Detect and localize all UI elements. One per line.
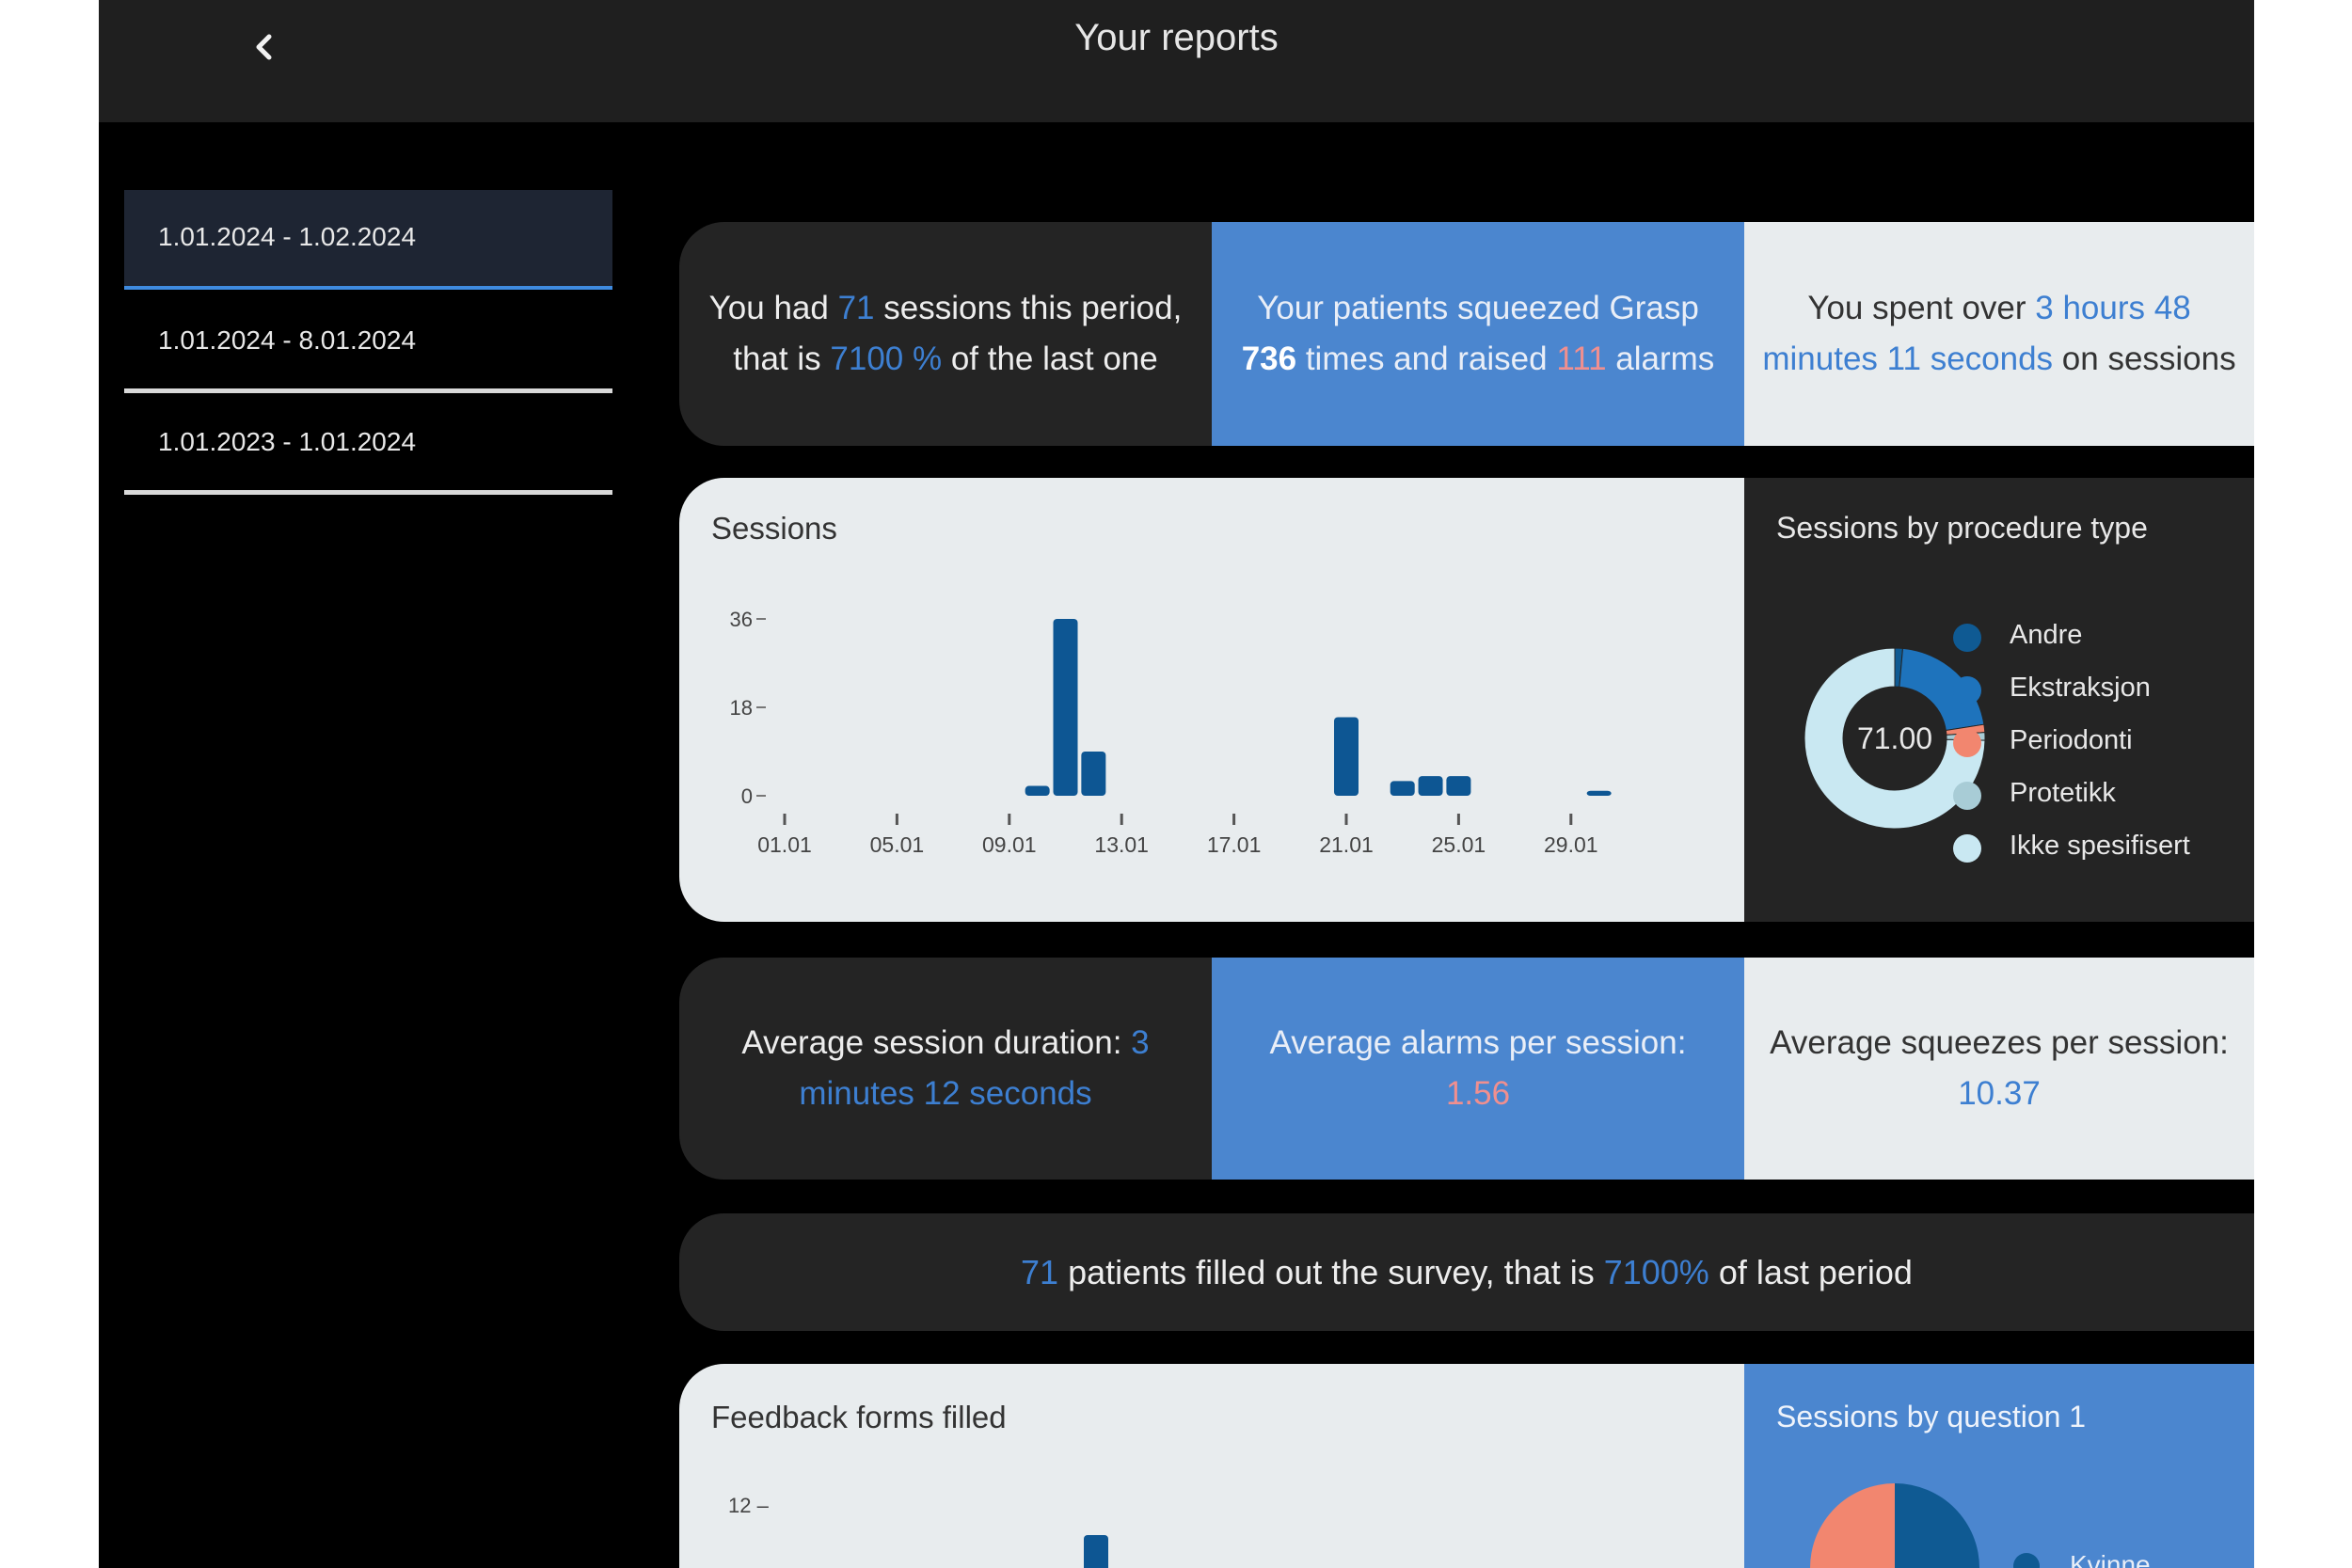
- y-tick-label: 18: [730, 696, 753, 720]
- x-tick-label: 05.01: [870, 832, 925, 857]
- text-fragment: of the last one: [942, 341, 1158, 377]
- sessions-summary-text: You had 71 sessions this period, that is…: [691, 283, 1200, 385]
- legend-item: Ekstraksjon: [1953, 673, 2151, 705]
- avg-duration-label: Average session duration:: [741, 1024, 1132, 1061]
- text-fragment: Your patients squeezed Grasp: [1257, 290, 1699, 326]
- feedback-chart-row: Feedback forms filled 12 – Sessions by q…: [679, 1364, 2254, 1568]
- x-tick-label: 09.01: [982, 832, 1037, 857]
- back-button[interactable]: [230, 14, 296, 80]
- legend-label: Ikke spesifisert: [2010, 831, 2190, 861]
- feedback-chart-panel: Feedback forms filled 12 –: [679, 1364, 1744, 1568]
- text-fragment: You spent over: [1807, 290, 2036, 326]
- sessions-chart-panel: Sessions 0 18 36 01.01 05.01 09.01 13.01 17.01 2…: [679, 478, 1744, 922]
- legend-swatch: [1953, 729, 1981, 757]
- legend-item: Protetikk: [1953, 778, 2116, 810]
- squeeze-summary-card: Your patients squeezed Grasp 736 times a…: [1212, 222, 1744, 446]
- legend-label: Ekstraksjon: [2010, 673, 2151, 703]
- y-tick-label: 0: [741, 784, 753, 808]
- legend-swatch: [1953, 834, 1981, 863]
- avg-alarms-value: 1.56: [1445, 1075, 1511, 1112]
- date-range-item-2[interactable]: 1.01.2024 - 8.01.2024: [124, 293, 612, 393]
- y-tick-label: 36: [730, 608, 753, 631]
- session-bar: [1025, 785, 1050, 796]
- legend-label: Andre: [2010, 620, 2083, 650]
- date-range-item-3[interactable]: 1.01.2023 - 1.01.2024: [124, 395, 612, 495]
- question1-panel: Sessions by question 1 Kvinne: [1744, 1364, 2254, 1568]
- avg-alarms-text: Average alarms per session: 1.56: [1270, 1018, 1687, 1119]
- squeeze-summary-text: Your patients squeezed Grasp 736 times a…: [1231, 283, 1725, 385]
- x-tick-label: 29.01: [1544, 832, 1598, 857]
- session-bar: [1334, 717, 1359, 796]
- squeeze-count: 736: [1241, 341, 1297, 377]
- session-bar: [1446, 776, 1471, 796]
- feedback-bar: [1084, 1535, 1108, 1568]
- session-bar: [1053, 619, 1078, 796]
- date-range-item-1[interactable]: 1.01.2024 - 1.02.2024: [124, 190, 612, 290]
- question1-legend-label: Kvinne: [2070, 1550, 2151, 1568]
- procedure-donut-panel: Sessions by procedure type 71.00 Andre Ek…: [1744, 478, 2254, 922]
- time-summary-text: You spent over 3 hours 48 minutes 11 sec…: [1754, 283, 2245, 385]
- avg-squeezes-card: Average squeezes per session: 10.37: [1744, 958, 2254, 1180]
- x-tick-label: 25.01: [1432, 832, 1486, 857]
- text-fragment: on sessions: [2053, 341, 2236, 377]
- text-fragment: alarms: [1606, 341, 1715, 377]
- text-fragment: sessions this period, that is: [733, 290, 1183, 377]
- time-value: 3 hours 48 minutes 11 seconds: [1762, 290, 2191, 377]
- survey-summary-text: 71 patients filled out the survey, that …: [1021, 1253, 1913, 1292]
- sessions-percent: 7100 %: [830, 341, 943, 377]
- summary-row: You had 71 sessions this period, that is…: [679, 222, 2254, 446]
- sessions-summary-card: You had 71 sessions this period, that is…: [679, 222, 1212, 446]
- legend-swatch: [1953, 676, 1981, 705]
- averages-row: Average session duration: 3 minutes 12 s…: [679, 958, 2254, 1180]
- question1-pie-chart: [1810, 1483, 2040, 1568]
- legend-label: Protetikk: [2010, 778, 2116, 808]
- alarm-count: 111: [1556, 341, 1607, 377]
- text-fragment: patients filled out the survey, that is: [1058, 1252, 1604, 1291]
- feedback-chart-title: Feedback forms filled: [711, 1400, 1007, 1434]
- legend-swatch: [1953, 624, 1981, 652]
- question1-title: Sessions by question 1: [1776, 1400, 2087, 1433]
- chevron-left-icon: [256, 34, 272, 60]
- session-bar: [1390, 781, 1415, 796]
- session-bar: [1081, 752, 1106, 796]
- legend-label: Periodonti: [2010, 725, 2133, 755]
- survey-count: 71: [1021, 1252, 1059, 1291]
- sessions-count: 71: [837, 290, 875, 326]
- procedure-donut-title: Sessions by procedure type: [1776, 511, 2148, 545]
- avg-alarms-card: Average alarms per session: 1.56: [1212, 958, 1744, 1180]
- legend-item: Andre: [1953, 620, 2083, 652]
- avg-duration-card: Average session duration: 3 minutes 12 s…: [679, 958, 1212, 1180]
- legend-item: Periodonti: [1953, 725, 2133, 757]
- session-bar: [1418, 776, 1443, 796]
- sessions-chart-title: Sessions: [711, 511, 837, 546]
- feedback-y-tick-label: 12: [728, 1494, 752, 1517]
- x-tick-label: 01.01: [757, 832, 812, 857]
- feedback-y-tick: 12 –: [728, 1494, 769, 1517]
- legend-item: Ikke spesifisert: [1953, 831, 2190, 863]
- x-tick-label: 17.01: [1207, 832, 1262, 857]
- avg-alarms-label: Average alarms per session:: [1269, 1024, 1687, 1061]
- avg-squeezes-label: Average squeezes per session:: [1770, 1024, 2229, 1061]
- survey-summary-bar: 71 patients filled out the survey, that …: [679, 1213, 2254, 1331]
- x-tick-label: 21.01: [1319, 832, 1374, 857]
- session-bar: [1586, 790, 1612, 796]
- sessions-chart-row: Sessions 0 18 36 01.01 05.01 09.01 13.01 17.01 2…: [679, 478, 2254, 922]
- time-summary-card: You spent over 3 hours 48 minutes 11 sec…: [1744, 222, 2254, 446]
- avg-duration-text: Average session duration: 3 minutes 12 s…: [691, 1018, 1200, 1119]
- text-fragment: of last period: [1708, 1252, 1913, 1291]
- legend-swatch: [1953, 782, 1981, 810]
- survey-percent: 7100%: [1603, 1252, 1709, 1291]
- avg-squeezes-value: 10.37: [1958, 1075, 2041, 1112]
- donut-center-label: 71.00: [1857, 721, 1932, 755]
- avg-squeezes-text: Average squeezes per session: 10.37: [1770, 1018, 2229, 1119]
- text-fragment: times and raised: [1296, 341, 1557, 377]
- avg-duration-value: 3 minutes 12 seconds: [799, 1024, 1150, 1112]
- sessions-bar-chart: 0 18 36 01.01 05.01 09.01 13.01 17.01 21.01 25.01…: [730, 608, 1612, 857]
- text-fragment: You had: [708, 290, 838, 326]
- app-window: Your reports 1.01.2024 - 1.02.2024 1.01.…: [99, 0, 2254, 1568]
- header-bar: Your reports: [99, 0, 2254, 122]
- donut-slice: [1804, 647, 1986, 830]
- page-title: Your reports: [1074, 17, 1279, 58]
- x-tick-label: 13.01: [1094, 832, 1149, 857]
